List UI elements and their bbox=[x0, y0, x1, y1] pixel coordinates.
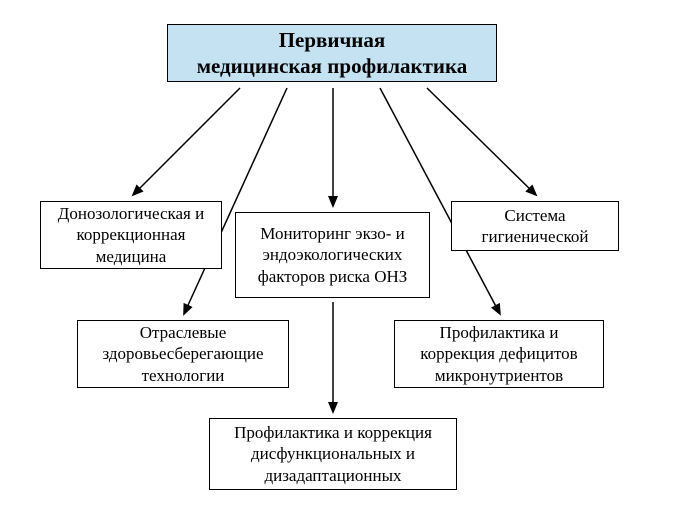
node-disfunc: Профилактика и коррекция дисфункциональн… bbox=[209, 418, 457, 490]
node-donozo: Донозологическая и коррекционная медицин… bbox=[40, 201, 222, 269]
node-label: Профилактика и коррекция дисфункциональн… bbox=[216, 422, 450, 486]
root-label: Первичная медицинская профилактика bbox=[197, 27, 468, 80]
node-monitor: Мониторинг экзо- и эндоэкологических фак… bbox=[235, 212, 430, 298]
root-node: Первичная медицинская профилактика bbox=[167, 24, 497, 82]
node-micronut: Профилактика и коррекция дефицитов микро… bbox=[394, 320, 604, 388]
node-label: Отраслевые здоровьесберегающие технологи… bbox=[84, 322, 282, 386]
node-label: Профилактика и коррекция дефицитов микро… bbox=[401, 322, 597, 386]
node-otrasl: Отраслевые здоровьесберегающие технологи… bbox=[77, 320, 289, 388]
arrow-system bbox=[427, 88, 536, 195]
diagram-canvas: Первичная медицинская профилактика Доноз… bbox=[0, 0, 673, 521]
node-label: Донозологическая и коррекционная медицин… bbox=[47, 203, 215, 267]
node-system: Система гигиенической bbox=[451, 201, 619, 251]
node-label: Система гигиенической bbox=[458, 205, 612, 248]
node-label: Мониторинг экзо- и эндоэкологических фак… bbox=[242, 223, 423, 287]
arrow-donozo bbox=[133, 88, 240, 195]
